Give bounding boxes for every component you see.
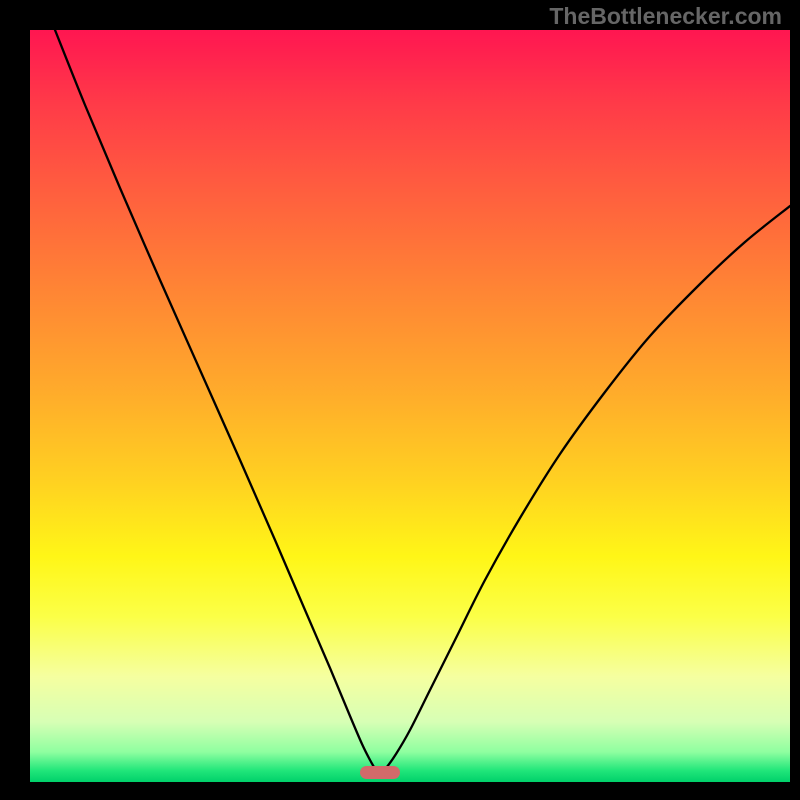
watermark-text: TheBottlenecker.com <box>549 3 782 29</box>
minimum-marker <box>360 766 400 779</box>
bottleneck-chart: TheBottlenecker.com <box>0 0 800 800</box>
plot-area <box>30 30 790 782</box>
